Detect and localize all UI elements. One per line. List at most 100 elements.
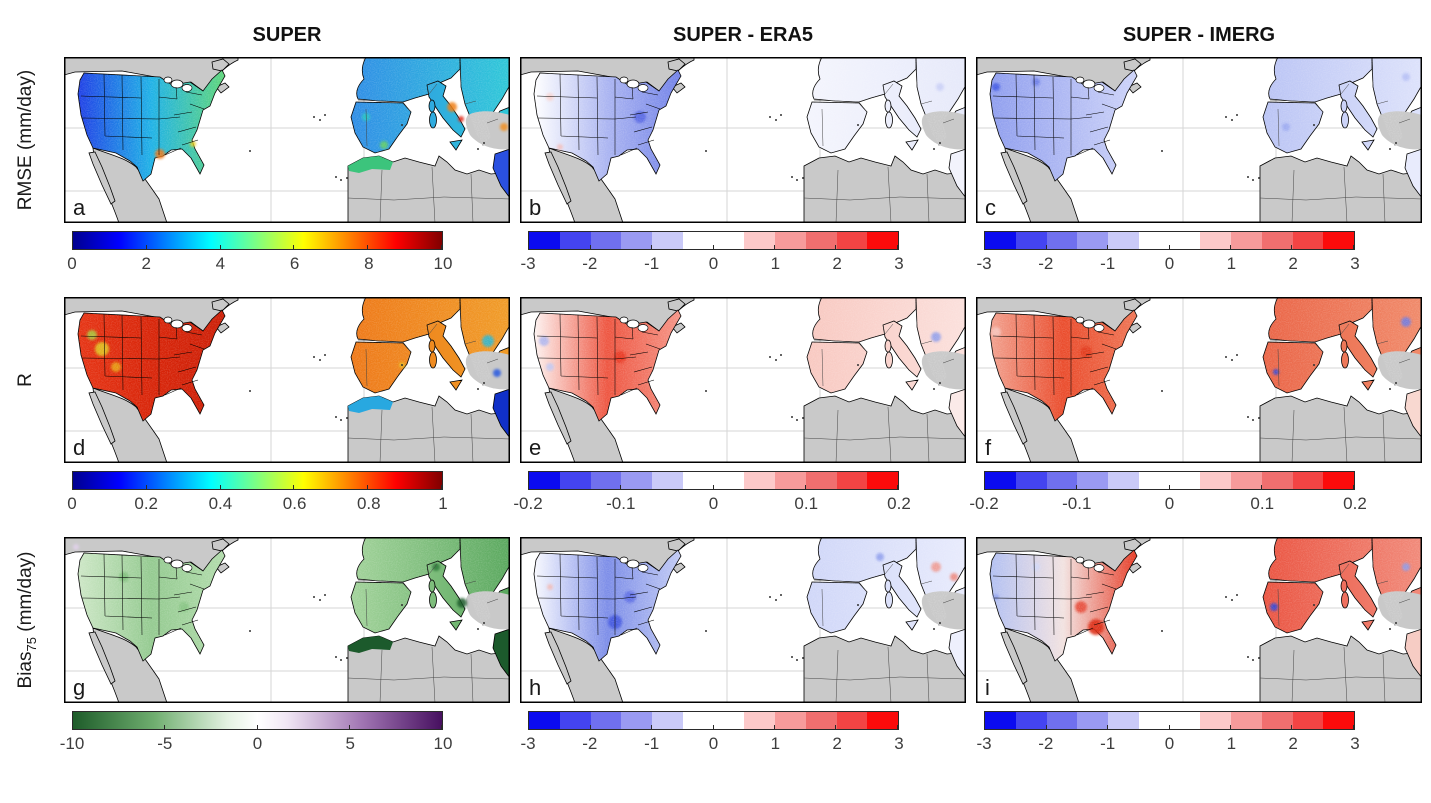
colorbar-segment: [1138, 232, 1170, 249]
colorbar-tick-mark: [1106, 245, 1108, 249]
map-panel-d: d: [64, 297, 510, 463]
colorbar-tick-label: 10: [433, 254, 453, 273]
colorbar-tick-mark: [72, 245, 73, 249]
map-panel-svg-h: h: [520, 537, 966, 703]
map-panel-svg-f: f: [976, 297, 1422, 463]
colorbar-tick-label: -3: [976, 734, 992, 753]
colorbar-tick-mark: [256, 725, 258, 729]
colorbar-tick-label: -10: [59, 734, 85, 753]
colorbar-tick-mark: [804, 485, 806, 489]
colorbar-segment: [713, 712, 745, 729]
colorbar-tick-label: -1: [644, 254, 660, 273]
colorbar-tick-mark: [1230, 245, 1231, 249]
panel-letter: e: [529, 435, 541, 460]
colorbar-tick-label: 0.6: [282, 494, 307, 513]
colorbar-segment: [805, 712, 837, 729]
column-title-super-era5: SUPER - ERA5: [672, 24, 814, 46]
colorbar-segment: [775, 472, 806, 489]
colorbar-segment: [713, 232, 745, 249]
colorbar-tick-label: -3: [520, 254, 536, 273]
colorbar-tick-label: -2: [582, 254, 598, 273]
row-label-rmse: RMSE (mm/day): [15, 70, 39, 210]
colorbar-segment: [1138, 712, 1170, 729]
data-speckle-texture: [534, 537, 966, 661]
panel-frame: [64, 537, 510, 703]
data-speckle-texture: [990, 57, 1422, 181]
country-borders: [1259, 548, 1422, 703]
colorbar-segment: [682, 232, 714, 249]
state-borders: [992, 73, 1117, 156]
colorbar-tick-mark: [164, 725, 166, 729]
colorbar-tick-mark: [620, 485, 622, 489]
colorbar-segment: [652, 712, 683, 729]
colorbar-segment: [1077, 472, 1108, 489]
colorbar-tick-label: -0.1: [1062, 494, 1092, 513]
colorbar-tick-mark: [712, 725, 714, 729]
colorbar-tick-mark: [650, 725, 652, 729]
colorbar-h: [528, 711, 899, 730]
colorbar-labels-i: -3 -2 -1 0 1 2 3: [964, 734, 1375, 758]
state-borders: [536, 73, 661, 156]
colorbar-tick-label: 0: [67, 494, 77, 513]
colorbar-tick-mark: [835, 245, 837, 249]
colorbar-tick-mark: [367, 245, 369, 249]
map-panel-h: h: [520, 537, 966, 703]
colorbar-segment: [1323, 712, 1354, 729]
colorbar-segment: [621, 232, 652, 249]
colorbar-segment: [985, 472, 1016, 489]
no-data-land: [976, 537, 1422, 703]
colorbar-segment: [805, 472, 837, 489]
colorbar-tick-mark: [219, 485, 221, 489]
colorbar-tick-label: 2: [1288, 254, 1298, 273]
panel-letter: c: [985, 195, 996, 220]
colorbar-segment: [529, 712, 560, 729]
colorbar-tick-label: 0.1: [1250, 494, 1275, 513]
state-borders: [536, 313, 661, 396]
colorbar-labels-a: 0 2 4 6 8 10: [52, 254, 463, 278]
colorbar-segment: [529, 472, 560, 489]
colorbar-tick-mark: [1230, 725, 1231, 729]
country-borders: [1259, 68, 1422, 223]
row-label-bias75-text: Bias: [15, 651, 37, 689]
country-borders: [803, 548, 966, 703]
colorbar-tick-label: 0.2: [887, 494, 911, 513]
colorbar-segment: [682, 712, 714, 729]
colorbar-tick-mark: [589, 725, 591, 729]
colorbar-segment: [1046, 712, 1078, 729]
colorbar-tick-mark: [145, 485, 147, 489]
map-panel-svg-a: a: [64, 57, 510, 223]
map-panel-svg-d: d: [64, 297, 510, 463]
colorbar-tick-mark: [528, 725, 529, 729]
colorbar-segment: [1046, 232, 1078, 249]
colorbar-tick-label: 0.8: [356, 494, 381, 513]
colorbar-tick-mark: [774, 245, 775, 249]
colorbar-segment: [621, 712, 652, 729]
colorbar-tick-mark: [1353, 485, 1354, 489]
colorbar-tick-mark: [145, 245, 147, 249]
colorbar-tick-label: 0: [1164, 734, 1175, 753]
state-borders: [536, 553, 661, 636]
colorbar-tick-mark: [897, 485, 898, 489]
colorbar-segment: [1077, 232, 1108, 249]
panel-frame: [976, 537, 1422, 703]
no-data-land: [520, 57, 966, 223]
colorbar-segment: [1138, 472, 1170, 489]
colorbar-tick-label: 0.2: [1343, 494, 1367, 513]
panel-letter: d: [73, 435, 85, 460]
no-data-land: [976, 297, 1422, 463]
colorbar-segment: [1323, 472, 1354, 489]
colorbar-labels-g: -10 -5 0 5 10: [52, 734, 463, 758]
colorbar-tick-mark: [1353, 725, 1354, 729]
colorbar-tick-mark: [1076, 485, 1078, 489]
colorbar-tick-mark: [528, 245, 529, 249]
colorbar-segment: [744, 472, 775, 489]
row-label-r: R: [15, 373, 39, 387]
colorbar-tick-mark: [72, 725, 73, 729]
country-borders: [347, 548, 510, 703]
colorbar-segment: [1169, 232, 1201, 249]
colorbar-tick-label: -0.2: [513, 494, 543, 513]
colorbar-labels-d: 0 0.2 0.4 0.6 0.8 1: [52, 494, 463, 518]
map-panel-a: a: [64, 57, 510, 223]
colorbar-segment: [985, 232, 1016, 249]
